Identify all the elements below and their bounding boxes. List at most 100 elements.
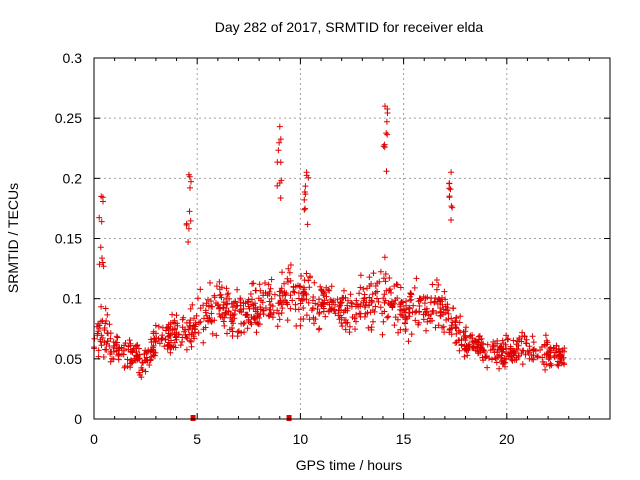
data-point — [276, 123, 283, 130]
data-point — [247, 319, 254, 326]
data-point — [98, 193, 105, 200]
data-point — [267, 302, 274, 308]
data-point — [234, 329, 241, 336]
data-point — [469, 344, 476, 351]
data-point — [542, 366, 549, 373]
data-point — [284, 317, 291, 324]
data-point — [254, 306, 261, 313]
data-point — [372, 290, 379, 296]
data-point — [494, 340, 501, 347]
data-point — [209, 330, 216, 337]
data-point — [408, 291, 415, 298]
data-point — [368, 297, 375, 304]
data-point — [318, 287, 325, 294]
data-point — [486, 355, 492, 362]
data-point — [148, 336, 154, 343]
data-point — [397, 284, 404, 291]
data-point — [356, 310, 363, 317]
data-point — [363, 299, 370, 306]
data-point — [496, 365, 503, 372]
data-point — [484, 341, 491, 348]
data-point — [529, 333, 536, 340]
data-point — [127, 342, 134, 349]
data-point — [424, 294, 431, 301]
data-point — [170, 343, 177, 350]
data-point — [352, 326, 358, 333]
data-point — [190, 322, 197, 329]
data-point — [380, 318, 387, 325]
data-point — [466, 341, 473, 348]
data-point — [200, 302, 207, 309]
data-point — [301, 206, 308, 213]
data-point — [490, 346, 497, 353]
data-point — [317, 283, 324, 290]
data-point — [306, 316, 313, 323]
data-point — [232, 307, 239, 314]
data-point — [98, 303, 105, 310]
data-point — [303, 312, 310, 319]
data-point — [287, 292, 294, 299]
data-point — [447, 326, 454, 332]
data-point — [126, 337, 133, 344]
data-point — [382, 278, 389, 285]
data-point — [550, 344, 557, 351]
data-point — [519, 329, 526, 336]
data-point — [238, 309, 245, 316]
data-point — [499, 337, 506, 344]
data-point — [408, 331, 415, 338]
data-point — [434, 298, 441, 305]
data-point — [339, 323, 346, 330]
data-point — [538, 344, 545, 350]
data-point — [394, 281, 401, 288]
data-point — [457, 313, 464, 320]
data-point — [274, 182, 281, 189]
data-point — [402, 320, 408, 327]
data-point — [316, 325, 323, 332]
data-point — [109, 355, 115, 362]
x-tick-label: 0 — [90, 431, 98, 447]
data-point — [543, 351, 550, 357]
data-point — [522, 351, 529, 358]
data-point — [346, 323, 353, 330]
data-point — [140, 360, 146, 366]
data-point — [558, 356, 565, 363]
data-point — [323, 284, 330, 291]
grid-lines — [94, 58, 610, 419]
data-points — [91, 103, 568, 381]
data-point — [371, 308, 378, 315]
data-point — [347, 291, 354, 298]
data-point — [235, 328, 242, 335]
data-point — [448, 315, 455, 322]
data-point — [205, 296, 211, 303]
data-point — [93, 323, 100, 330]
data-point — [310, 305, 316, 312]
data-point — [98, 218, 105, 225]
data-point — [357, 284, 364, 291]
data-point — [300, 305, 307, 311]
data-point — [453, 314, 460, 321]
data-point — [97, 336, 104, 343]
data-point — [309, 297, 316, 304]
data-point — [224, 330, 230, 337]
data-point — [499, 348, 506, 355]
data-point — [187, 305, 194, 312]
data-point — [482, 353, 489, 360]
data-point — [364, 285, 370, 292]
data-point — [410, 302, 417, 309]
data-point — [369, 291, 376, 298]
data-point — [125, 346, 132, 353]
data-point — [152, 349, 159, 356]
data-point — [448, 169, 455, 176]
data-point — [101, 339, 108, 346]
data-point — [364, 309, 371, 316]
data-point — [287, 262, 294, 268]
data-point — [259, 299, 266, 306]
data-point — [185, 225, 192, 232]
data-point — [384, 110, 391, 116]
data-point — [402, 328, 409, 334]
data-point — [171, 325, 178, 332]
data-point — [452, 324, 459, 330]
data-point — [241, 319, 248, 326]
data-point — [217, 291, 224, 298]
data-point — [225, 308, 232, 315]
